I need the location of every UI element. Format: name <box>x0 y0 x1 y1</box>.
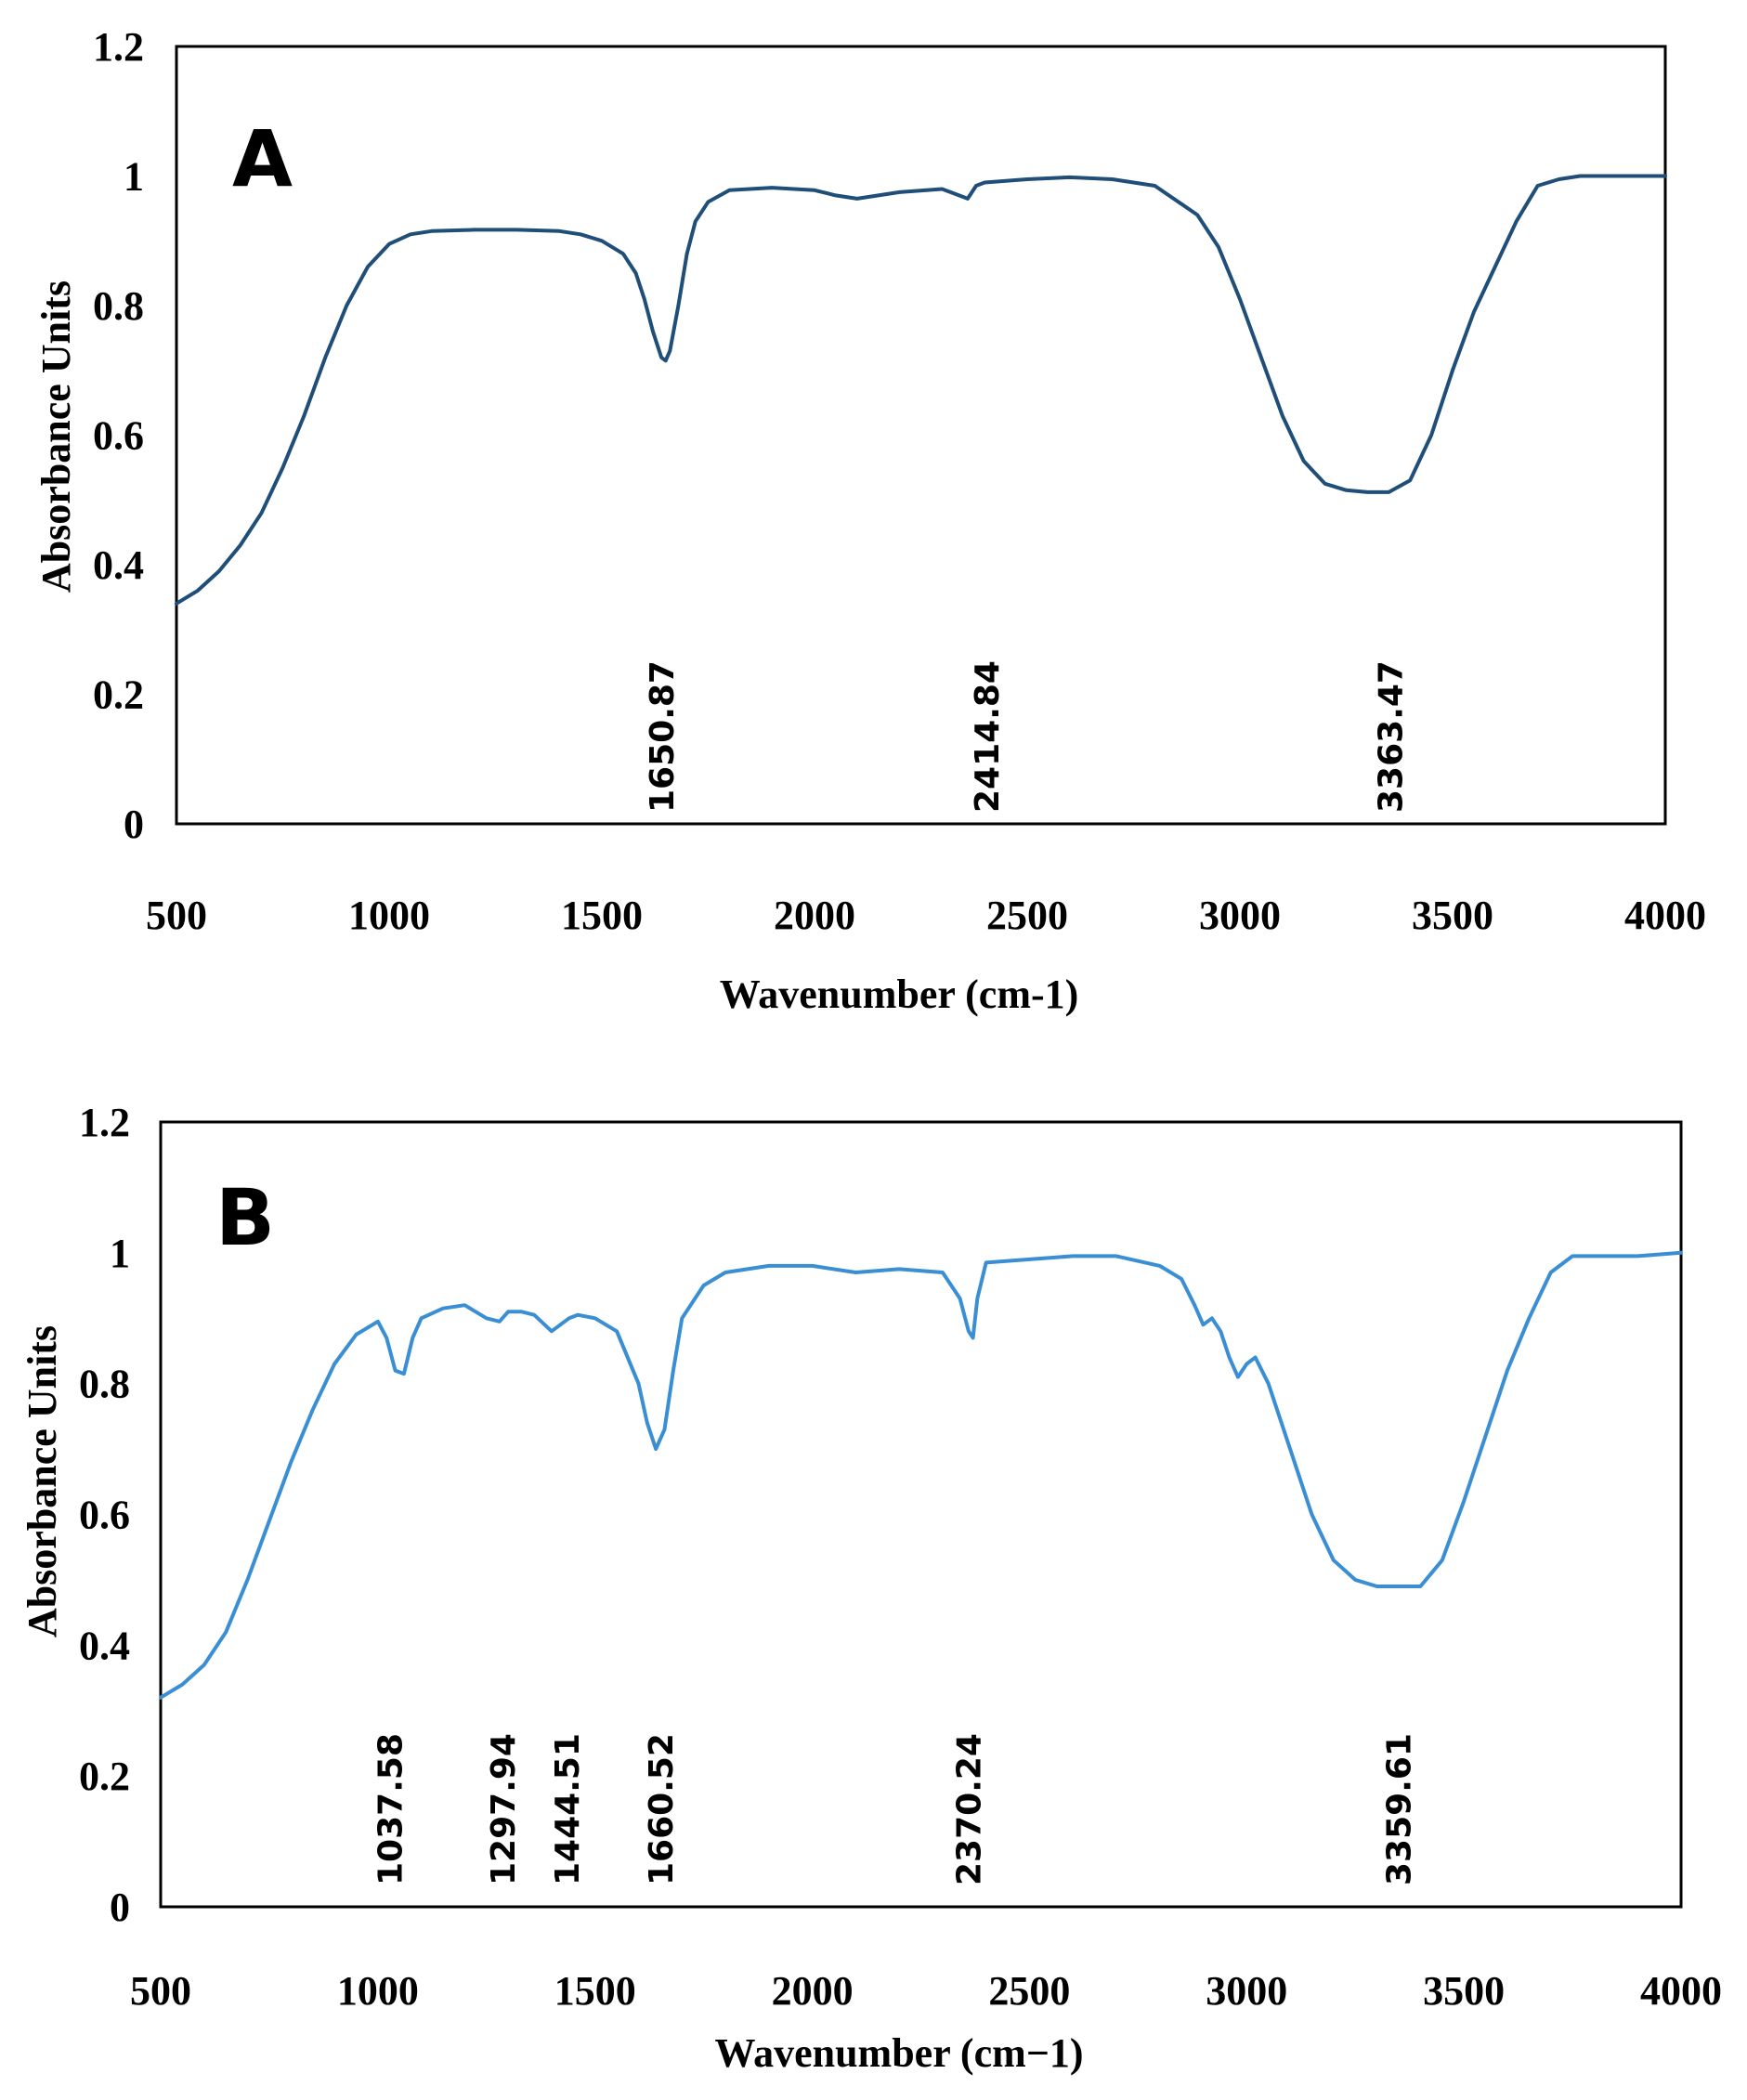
y-tick-label: 0.6 <box>93 413 144 459</box>
peak-label: 2414.84 <box>969 660 1007 813</box>
y-tick-label: 1.2 <box>79 1100 130 1145</box>
y-tick-label: 0.4 <box>79 1623 130 1668</box>
x-axis-title: Wavenumber (cm−1) <box>715 2030 1084 2076</box>
x-tick-label: 1500 <box>554 1968 636 2014</box>
panel-label: B <box>215 1172 275 1263</box>
y-tick-label: 0.4 <box>93 542 144 588</box>
x-tick-label: 1000 <box>348 893 430 938</box>
x-tick-label: 2500 <box>986 893 1068 938</box>
spectrum-line <box>175 174 1667 606</box>
x-tick-label: 3500 <box>1423 1968 1505 2014</box>
y-axis-title: Absorbance Units <box>20 1325 65 1637</box>
x-tick-label: 500 <box>130 1968 191 2014</box>
x-tick-label: 2000 <box>774 893 855 938</box>
peak-labels: 1650.87 2414.84 3363.47 <box>644 660 1410 813</box>
y-tick-label: 0 <box>110 1885 130 1930</box>
peak-label: 1297.94 <box>485 1733 523 1885</box>
series-layer <box>159 1250 1683 1700</box>
peak-label: 1444.51 <box>549 1733 587 1885</box>
chart-panel-a: A Absorbance Units Wavenumber (cm-1) 0 0.… <box>33 24 1706 1017</box>
y-tick-label: 1 <box>110 1231 130 1276</box>
y-tick-label: 0.6 <box>79 1493 130 1538</box>
y-tick-label: 0.2 <box>93 672 144 718</box>
peak-label: 3363.47 <box>1373 660 1411 813</box>
peak-label: 1660.52 <box>643 1733 681 1885</box>
y-tick-labels: 0 0.2 0.4 0.6 0.8 1 1.2 <box>93 24 144 847</box>
peak-labels: 1037.58 1297.94 1444.51 1660.52 2370.24 3359.… <box>372 1733 1418 1885</box>
x-tick-label: 2000 <box>772 1968 854 2014</box>
x-axis-title: Wavenumber (cm-1) <box>720 972 1079 1017</box>
x-tick-label: 2500 <box>988 1968 1070 2014</box>
y-tick-label: 1.2 <box>93 24 144 70</box>
x-tick-label: 3500 <box>1412 893 1493 938</box>
x-tick-label: 4000 <box>1624 893 1706 938</box>
y-axis-title: Absorbance Units <box>33 280 79 593</box>
x-tick-labels: 500 1000 1500 2000 2500 3000 3500 4000 <box>130 1968 1722 2014</box>
y-tick-label: 0.8 <box>79 1362 130 1407</box>
x-tick-label: 1500 <box>561 893 643 938</box>
y-tick-label: 0 <box>124 802 144 847</box>
series-layer <box>175 174 1667 606</box>
y-tick-label: 1 <box>124 154 144 200</box>
chart-panel-b: B Absorbance Units Wavenumber (cm−1) 0 0.… <box>20 1100 1722 2076</box>
x-tick-label: 4000 <box>1640 1968 1722 2014</box>
x-tick-label: 3000 <box>1199 893 1281 938</box>
plot-area-frame <box>159 1120 1683 1909</box>
peak-label: 1650.87 <box>644 660 682 813</box>
x-tick-labels: 500 1000 1500 2000 2500 3000 3500 4000 <box>146 893 1706 938</box>
peak-label: 1037.58 <box>372 1733 410 1885</box>
y-tick-label: 0.2 <box>79 1754 130 1799</box>
plot-area-frame <box>175 45 1667 826</box>
x-tick-label: 500 <box>146 893 207 938</box>
y-tick-label: 0.8 <box>93 283 144 329</box>
panel-label: A <box>232 113 293 204</box>
peak-label: 3359.61 <box>1381 1733 1419 1885</box>
peak-label: 2370.24 <box>951 1733 989 1885</box>
y-tick-labels: 0 0.2 0.4 0.6 0.8 1 1.2 <box>79 1100 130 1930</box>
x-tick-label: 3000 <box>1206 1968 1287 2014</box>
x-tick-label: 1000 <box>337 1968 419 2014</box>
spectrum-line <box>159 1250 1683 1700</box>
